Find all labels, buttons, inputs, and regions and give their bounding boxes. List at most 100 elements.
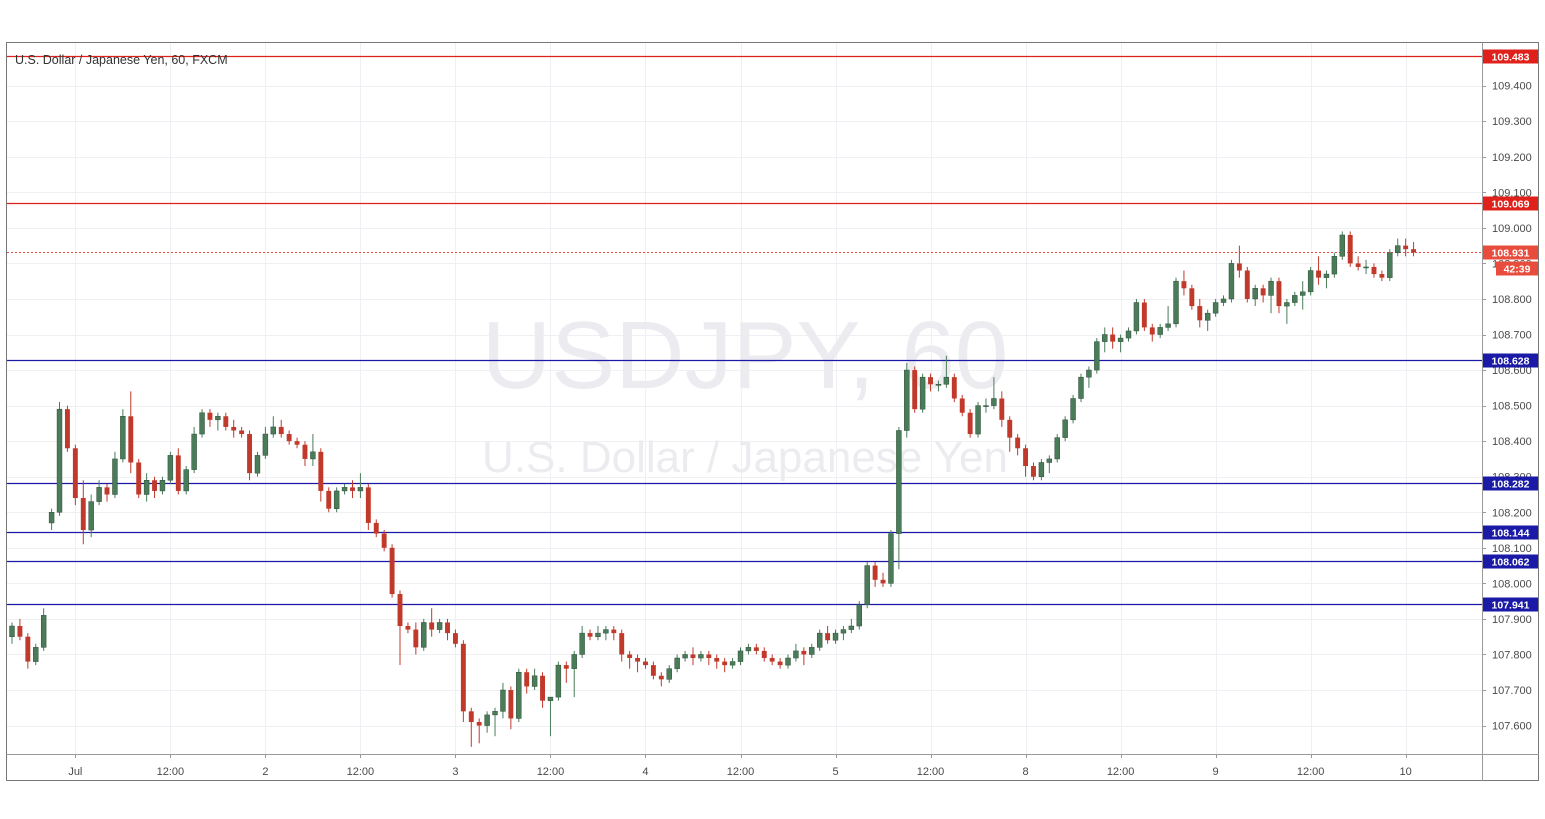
candle-up: [832, 629, 839, 644]
candle-body: [17, 626, 23, 637]
time-tick-label: Jul: [68, 766, 82, 778]
candle-up: [943, 355, 950, 388]
candle-body: [223, 416, 229, 427]
candle-up: [112, 451, 118, 499]
price-tick-label: 107.700: [1492, 685, 1532, 697]
candle-down: [302, 441, 308, 467]
candle-body: [373, 522, 379, 534]
candle-down: [1189, 284, 1195, 310]
candle-body: [1316, 270, 1322, 278]
candle-body: [1062, 419, 1068, 438]
candle-body: [1197, 306, 1203, 321]
level-label: 109.069: [1492, 199, 1530, 211]
candle-up: [48, 508, 55, 531]
candle-body: [1323, 273, 1330, 278]
candle-body: [967, 412, 973, 435]
time-tick-label: 12:00: [537, 766, 565, 778]
candle-body: [1110, 334, 1116, 342]
candle-down: [247, 430, 253, 481]
candle-body: [745, 647, 752, 652]
candle-down: [278, 419, 284, 438]
level-label: 108.282: [1492, 479, 1530, 491]
price-tick-label: 109.200: [1492, 152, 1532, 164]
candle-body: [1300, 291, 1306, 296]
candle-up: [484, 711, 490, 733]
candle-body: [215, 416, 221, 421]
candle-body: [96, 487, 102, 502]
candle-body: [1292, 295, 1298, 303]
candle-up: [864, 562, 870, 609]
candle-body: [1411, 249, 1417, 253]
candle-up: [1387, 249, 1393, 282]
candle-body: [1387, 252, 1393, 278]
candle-up: [143, 473, 150, 502]
candle-body: [492, 711, 498, 716]
candle-down: [223, 412, 229, 431]
candle-body: [809, 647, 815, 655]
candle-body: [524, 672, 530, 687]
candle-down: [294, 437, 300, 449]
candle-up: [729, 658, 736, 669]
candle-up: [56, 402, 63, 516]
candle-up: [840, 626, 847, 641]
candle-body: [1331, 256, 1338, 275]
candle-body: [357, 487, 364, 492]
candle-up: [1165, 306, 1171, 331]
candle-up: [579, 626, 585, 659]
time-axis[interactable]: Jul 12:00 2 12:00 3 12:00 4 12:00 5 12:00 8 12:00 9 1…: [68, 754, 1412, 778]
candle-down: [365, 483, 371, 531]
candle-down: [1379, 270, 1385, 282]
candle-body: [737, 650, 744, 662]
candle-down: [152, 476, 157, 499]
candle-up: [1395, 238, 1401, 257]
candle-up: [991, 377, 997, 410]
candle-down: [1007, 416, 1013, 452]
candle-body: [816, 632, 823, 648]
candle-down: [769, 654, 775, 666]
candle-body: [540, 675, 545, 701]
candle-body: [1094, 341, 1100, 371]
candle-body: [9, 625, 15, 637]
candle-up: [1133, 298, 1140, 335]
candle-down: [999, 391, 1005, 427]
candle-down: [1244, 266, 1250, 303]
candle-body: [1268, 280, 1274, 296]
candle-body: [56, 408, 63, 513]
countdown-label: 42:39: [1504, 264, 1531, 276]
candle-body: [603, 629, 609, 634]
candle-up: [935, 380, 942, 392]
time-tick-label: 5: [832, 766, 838, 778]
candle-down: [413, 622, 419, 655]
candle-down: [405, 622, 411, 634]
candle-up: [120, 409, 126, 463]
level-label-box: [1483, 597, 1538, 612]
candle-down: [389, 544, 395, 598]
candle-body: [991, 398, 997, 406]
candle-up: [199, 409, 205, 438]
candle-up: [547, 696, 554, 737]
candle-body: [365, 487, 371, 523]
candle-body: [1173, 280, 1179, 325]
candle-up: [595, 626, 601, 641]
candle-up: [555, 661, 562, 701]
candle-up: [215, 412, 221, 431]
candle-down: [524, 668, 530, 694]
candle-body: [310, 451, 316, 460]
candle-body: [452, 633, 458, 644]
candle-body: [136, 462, 142, 495]
candle-body: [64, 409, 70, 449]
candle-down: [611, 626, 617, 641]
candle-body: [1189, 288, 1195, 307]
candle-body: [231, 426, 237, 431]
candle-up: [919, 373, 926, 413]
candle-body: [1133, 302, 1140, 332]
candle-up: [856, 601, 862, 630]
candle-body: [1086, 369, 1092, 378]
candle-up: [682, 650, 688, 662]
candle-body: [1244, 270, 1250, 299]
price-axis[interactable]: 109.400 109.300 109.200 109.100 109.000 108.9…: [1482, 81, 1532, 733]
candle-down: [381, 530, 387, 552]
candle-up: [531, 668, 538, 691]
level-label: 108.628: [1492, 356, 1530, 368]
